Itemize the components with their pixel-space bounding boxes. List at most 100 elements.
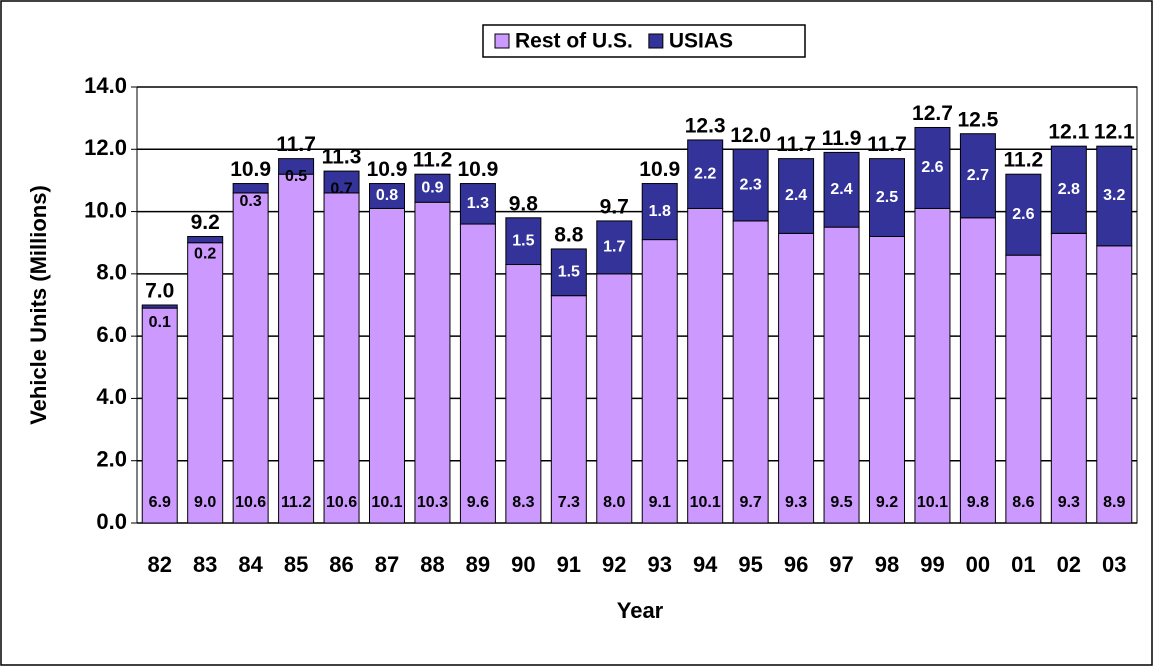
x-tick-label: 99 (920, 552, 944, 577)
bar-segment (187, 242, 224, 524)
value-label: 8.9 (1103, 494, 1125, 511)
bar-segment (687, 207, 724, 524)
total-label: 11.2 (1004, 149, 1044, 172)
value-label: 9.1 (649, 494, 671, 511)
value-label: 1.8 (649, 203, 671, 220)
value-label: 6.9 (149, 494, 171, 511)
value-label: 0.3 (240, 193, 262, 210)
bar-segment (278, 173, 315, 524)
total-label: 12.3 (685, 114, 726, 137)
bar-segment (278, 158, 315, 175)
x-tick-label: 84 (238, 552, 263, 577)
bar-segment (1096, 145, 1133, 247)
value-label: 2.7 (967, 167, 989, 184)
x-tick-label: 02 (1057, 552, 1081, 577)
y-tick-label: 6.0 (96, 322, 127, 347)
bar-segment (959, 133, 996, 219)
value-label: 7.3 (558, 494, 580, 511)
total-label: 11.7 (776, 133, 816, 156)
total-label: 11.9 (822, 127, 862, 150)
x-tick-label: 88 (420, 552, 444, 577)
value-label: 0.2 (194, 246, 216, 263)
x-tick-label: 03 (1102, 552, 1126, 577)
total-label: 11.3 (322, 146, 362, 169)
value-label: 9.2 (876, 494, 898, 511)
value-label: 1.7 (603, 239, 625, 256)
value-label: 0.7 (330, 180, 352, 197)
total-label: 10.9 (457, 158, 498, 181)
value-label: 2.6 (921, 159, 943, 176)
value-label: 0.8 (376, 187, 398, 204)
x-tick-label: 96 (784, 552, 808, 577)
bar-segment (369, 183, 405, 209)
legend-label: Rest of U.S. (515, 30, 633, 53)
bar-segment (232, 183, 269, 194)
bar-segment (141, 304, 178, 309)
bar-segment (1050, 145, 1087, 234)
total-label: 9.2 (191, 211, 220, 234)
x-tick-label: 97 (829, 552, 853, 577)
value-label: 3.2 (1103, 187, 1125, 204)
total-label: 9.7 (600, 195, 629, 218)
value-label: 1.5 (512, 232, 534, 249)
value-label: 8.6 (1012, 494, 1034, 511)
bar-segment (778, 158, 815, 234)
bar-segment (187, 235, 224, 244)
bar-segment (459, 223, 496, 524)
legend-swatch (494, 33, 510, 49)
value-label: 2.8 (1058, 181, 1080, 198)
value-label: 10.6 (235, 494, 266, 511)
y-tick-label: 0.0 (96, 509, 127, 534)
x-tick-label: 94 (693, 552, 718, 577)
value-label: 0.5 (285, 168, 307, 185)
x-tick-label: 95 (738, 552, 762, 577)
y-tick-label: 8.0 (96, 260, 127, 285)
bar-segment (550, 248, 587, 297)
bar-segment (823, 151, 860, 228)
value-label: 10.1 (690, 494, 721, 511)
bar-segment (414, 201, 451, 524)
value-label: 9.3 (1058, 494, 1080, 511)
y-tick-label: 2.0 (96, 447, 127, 472)
y-tick-label: 12.0 (84, 135, 127, 160)
value-label: 0.9 (421, 179, 443, 196)
x-tick-label: 91 (557, 552, 581, 577)
bar-segment (505, 217, 542, 266)
total-label: 10.9 (367, 158, 408, 181)
value-label: 10.3 (417, 494, 448, 511)
value-label: 11.2 (281, 494, 311, 511)
x-tick-label: 98 (875, 552, 899, 577)
x-tick-label: 87 (375, 552, 399, 577)
bar-segment (687, 139, 724, 209)
x-tick-label: 93 (647, 552, 671, 577)
value-label: 0.1 (149, 314, 171, 331)
total-label: 12.1 (1048, 121, 1089, 144)
value-label: 2.4 (785, 187, 807, 204)
bar-segment (732, 220, 769, 524)
x-tick-label: 92 (602, 552, 626, 577)
x-tick-label: 86 (329, 552, 353, 577)
bar-segment (369, 207, 405, 524)
bar-segment (596, 220, 633, 275)
bar-segment (414, 173, 451, 203)
bar-segment (1005, 173, 1042, 256)
x-tick-label: 89 (466, 552, 490, 577)
value-label: 2.4 (830, 181, 852, 198)
total-label: 11.7 (276, 133, 316, 156)
value-label: 9.6 (467, 494, 489, 511)
bar-segment (641, 239, 678, 524)
bar-segment (141, 307, 178, 524)
total-label: 12.1 (1094, 121, 1135, 144)
x-tick-label: 82 (147, 552, 171, 577)
value-label: 9.0 (194, 494, 216, 511)
y-tick-label: 4.0 (96, 384, 127, 409)
bar-segment (1005, 254, 1042, 524)
bar-segment (823, 226, 860, 524)
bar-segment (232, 192, 269, 524)
bar-segment (959, 217, 996, 524)
value-label: 8.0 (603, 494, 625, 511)
bar-segment (914, 126, 951, 209)
x-tick-label: 85 (284, 552, 308, 577)
value-label: 2.6 (1012, 206, 1034, 223)
total-label: 10.9 (230, 158, 271, 181)
